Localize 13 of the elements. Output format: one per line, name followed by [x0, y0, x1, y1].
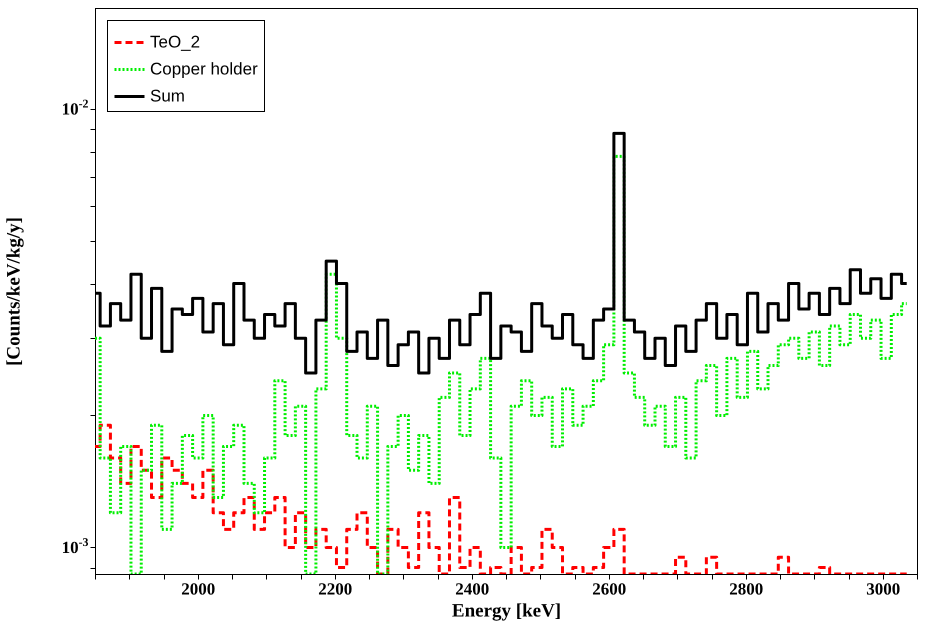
x-tick-label: 3000 [866, 580, 900, 598]
x-tick-label: 2600 [592, 580, 626, 598]
legend-label: TeO_2 [150, 32, 200, 52]
legend-label: Sum [150, 86, 185, 106]
x-tick-label: 2800 [729, 580, 764, 598]
x-tick-label: 2200 [318, 580, 352, 598]
legend-label: Copper holder [150, 60, 258, 78]
y-axis-title: [Counts/keV/kg/y] [4, 217, 24, 366]
x-tick-label: 2400 [455, 580, 490, 598]
x-tick-label: 2000 [181, 580, 216, 598]
y-tick-label: 10$^{-3}$ [62, 534, 89, 557]
x-axis-title: Energy [keV] [452, 600, 562, 622]
y-tick-label: 10$^{-2}$ [62, 96, 89, 119]
